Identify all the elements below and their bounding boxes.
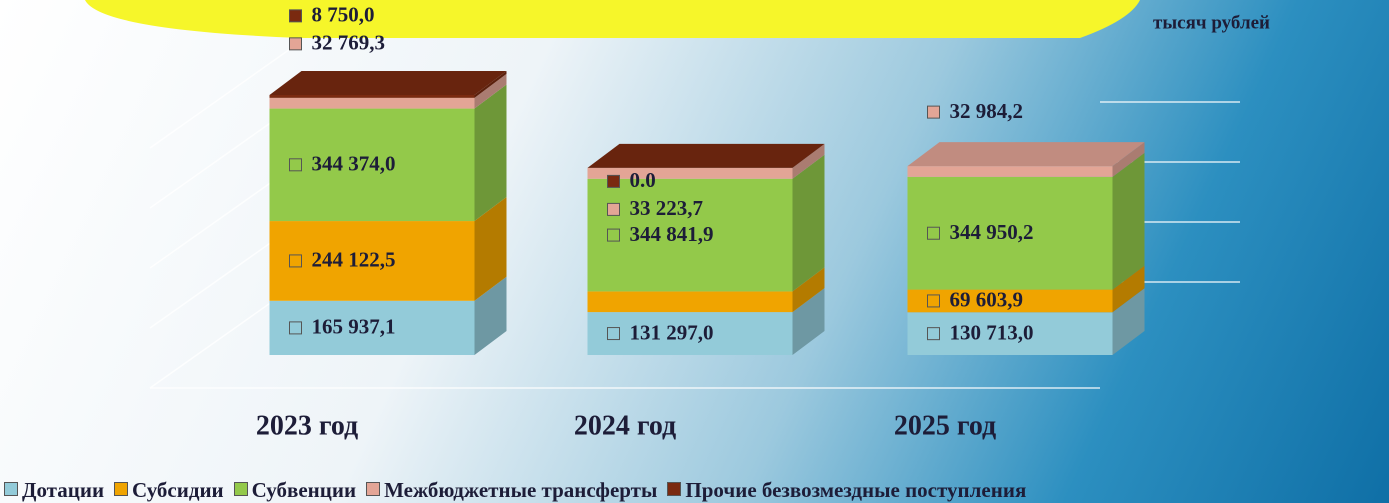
value-label: 344 950,2: [950, 220, 1034, 244]
legend-swatch: [667, 482, 682, 496]
bar-top: [587, 143, 825, 168]
legend-label: Дотации: [22, 478, 105, 502]
label-swatch: [927, 105, 940, 119]
bar-side: [474, 71, 507, 98]
bar-side: [474, 276, 507, 355]
legend-item: Дотации: [4, 478, 104, 503]
value-label: 0.0: [630, 168, 656, 192]
legend-item: Субсидии: [114, 478, 224, 503]
legend-label: Межбюджетные трансферты: [384, 478, 658, 502]
bar-side: [1112, 265, 1145, 313]
label-swatch: [289, 321, 302, 335]
bar-segment: [269, 95, 475, 98]
legend-item: Прочие безвозмездные поступления: [667, 478, 1026, 503]
bar-top: [907, 142, 1145, 167]
bar-side: [1112, 142, 1145, 177]
legend-swatch: [4, 482, 18, 496]
value-label: 32 984,2: [950, 99, 1024, 123]
bar-side: [792, 143, 825, 179]
legend-swatch: [366, 482, 381, 496]
bar-segment: [587, 178, 793, 292]
label-swatch: [927, 226, 940, 240]
legend-swatch: [114, 482, 129, 496]
background-lines: [149, 41, 1240, 389]
bar-side: [792, 288, 825, 355]
legend: Дотации Субсидии Субвенции Межбюджетные тра…: [4, 478, 1026, 503]
x-tick-label: 2024 год: [574, 410, 676, 441]
x-tick-label: 2023 год: [256, 410, 358, 441]
bar-top: [269, 71, 507, 95]
value-label: 8 750,0: [312, 3, 375, 27]
label-swatch: [927, 294, 940, 308]
value-label: 131 297,0: [630, 320, 714, 344]
value-label: 165 937,1: [312, 315, 396, 339]
bar-segment: [907, 176, 1113, 290]
bar-side: [1112, 288, 1145, 355]
bar-segment: [269, 108, 475, 222]
bar-segment: [269, 97, 475, 109]
label-swatch: [927, 327, 940, 341]
legend-item: Субвенции: [233, 478, 357, 503]
label-swatch: [607, 202, 620, 216]
value-label: 32 769,3: [312, 31, 386, 55]
bar-side: [474, 197, 507, 301]
x-tick-label: 2025 год: [894, 410, 996, 441]
label-swatch: [289, 158, 302, 172]
bar-segment: [587, 291, 793, 313]
bar-segment: [587, 312, 793, 355]
value-label: 69 603,9: [950, 288, 1024, 312]
label-swatch: [607, 174, 620, 188]
value-label: 33 223,7: [630, 196, 704, 220]
bar-segment: [907, 289, 1113, 313]
title-banner: [85, 0, 1140, 38]
bar-segment: [907, 312, 1113, 355]
bar-segment: [907, 166, 1113, 177]
bar-segment: [587, 167, 793, 179]
value-label: 244 122,5: [312, 248, 396, 272]
value-label: 344 374,0: [312, 152, 396, 176]
bar-side: [792, 267, 825, 313]
bar-segment: [269, 300, 475, 355]
label-swatch: [289, 254, 302, 268]
bar-side: [1112, 152, 1145, 290]
label-swatch: [607, 327, 620, 341]
legend-label: Субвенции: [251, 478, 357, 502]
unit-label: тысяч рублей: [1153, 12, 1270, 33]
bar-side: [474, 84, 507, 222]
legend-label: Субсидии: [132, 478, 224, 502]
legend-label: Прочие безвозмездные поступления: [685, 478, 1027, 502]
bar-segment: [269, 221, 475, 301]
value-label: 344 841,9: [630, 222, 714, 246]
value-label: 130 713,0: [950, 320, 1034, 344]
legend-swatch: [233, 482, 248, 496]
bar-side: [792, 154, 825, 292]
legend-item: Межбюджетные трансферты: [366, 478, 657, 503]
bar-side: [474, 73, 507, 109]
label-swatch: [289, 9, 302, 23]
label-swatch: [607, 228, 620, 242]
label-swatch: [289, 37, 302, 51]
